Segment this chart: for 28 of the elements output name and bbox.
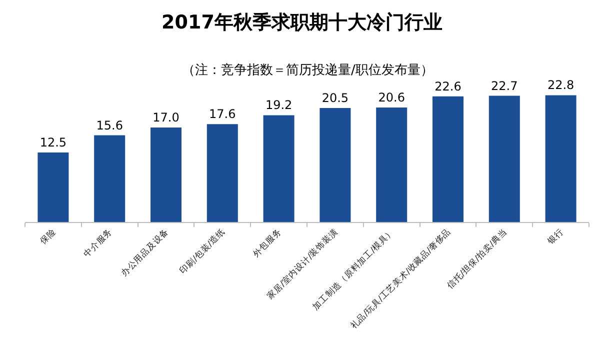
bar (94, 135, 126, 222)
bar (150, 127, 182, 222)
x-tick-label: 保险 (38, 226, 58, 247)
bar (376, 107, 408, 222)
data-label: 17.0 (152, 110, 180, 124)
bar (206, 124, 238, 222)
data-label: 22.6 (434, 79, 462, 94)
data-label: 20.5 (322, 91, 349, 105)
x-tick-label: 办公用品及设备 (118, 226, 172, 279)
bar (38, 152, 69, 222)
chart-subtitle: （注：竞争指数＝简历投递量/职位发布量） (182, 63, 434, 78)
x-tick-label: 中介服务 (81, 226, 115, 260)
bar (488, 96, 520, 222)
data-label: 12.5 (40, 135, 67, 150)
data-label: 19.2 (265, 98, 292, 112)
bar (263, 115, 294, 222)
bar (320, 108, 351, 222)
bar (545, 95, 576, 222)
x-tick-label: 银行 (544, 226, 566, 248)
data-label: 15.6 (96, 118, 123, 132)
bar (432, 96, 464, 222)
chart-title: 2017年秋季求职期十大冷门行业 (162, 12, 442, 34)
data-label: 17.6 (209, 107, 236, 122)
x-tick-label: 印刷/包装/造纸 (178, 226, 228, 276)
data-label: 20.6 (378, 90, 405, 104)
data-label: 22.8 (547, 78, 574, 92)
x-tick-label: 外包服务 (250, 226, 284, 260)
data-label: 22.7 (491, 78, 518, 93)
